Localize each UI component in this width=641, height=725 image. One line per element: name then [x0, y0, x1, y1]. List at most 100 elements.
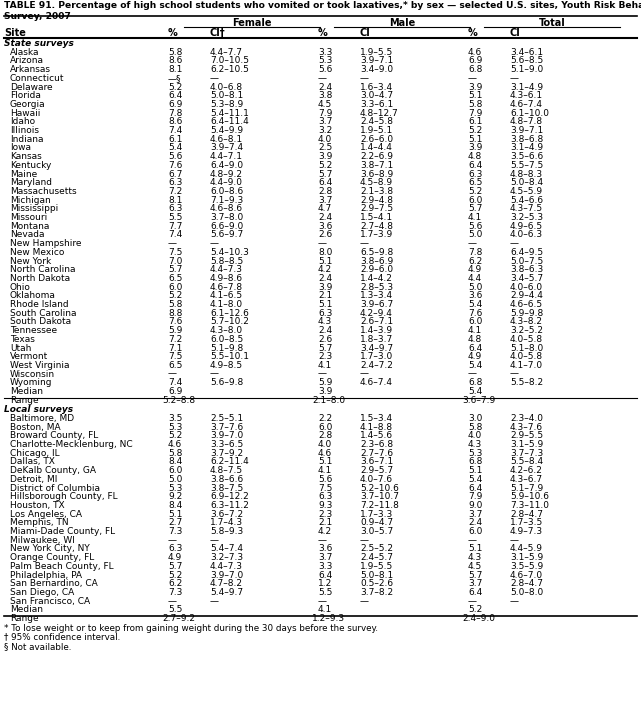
Text: 5.5: 5.5: [318, 588, 333, 597]
Text: 5.2: 5.2: [168, 571, 182, 579]
Text: Maine: Maine: [10, 170, 37, 178]
Text: 6.1–12.6: 6.1–12.6: [210, 309, 249, 318]
Text: South Carolina: South Carolina: [10, 309, 76, 318]
Text: Female: Female: [232, 18, 272, 28]
Text: 4.3–7.6: 4.3–7.6: [510, 423, 543, 431]
Text: —: —: [360, 370, 369, 378]
Text: —: —: [210, 74, 219, 83]
Text: 4.8–12.7: 4.8–12.7: [360, 109, 399, 117]
Text: Ohio: Ohio: [10, 283, 31, 291]
Text: 7.2–11.8: 7.2–11.8: [360, 501, 399, 510]
Text: 4.9–6.5: 4.9–6.5: [510, 222, 543, 231]
Text: —: —: [360, 239, 369, 248]
Text: 3.0–5.7: 3.0–5.7: [360, 527, 393, 536]
Text: 2.8: 2.8: [318, 431, 332, 440]
Text: —: —: [510, 370, 519, 378]
Text: 5.2–8.8: 5.2–8.8: [162, 396, 195, 405]
Text: Nevada: Nevada: [10, 231, 44, 239]
Text: 2.1: 2.1: [318, 291, 332, 300]
Text: 5.4: 5.4: [468, 361, 482, 370]
Text: 4.8–8.3: 4.8–8.3: [510, 170, 543, 178]
Text: 1.7–3.3: 1.7–3.3: [360, 510, 393, 518]
Text: 6.8: 6.8: [468, 65, 483, 74]
Text: State surveys: State surveys: [4, 39, 74, 48]
Text: 3.3–6.5: 3.3–6.5: [210, 440, 243, 449]
Text: 4.4–7.3: 4.4–7.3: [210, 562, 243, 571]
Text: 2.3–6.8: 2.3–6.8: [360, 440, 393, 449]
Text: DeKalb County, GA: DeKalb County, GA: [10, 466, 96, 475]
Text: 7.4: 7.4: [168, 378, 182, 387]
Text: —: —: [318, 536, 327, 544]
Text: 4.6–6.5: 4.6–6.5: [510, 300, 543, 309]
Text: 6.4: 6.4: [318, 571, 332, 579]
Text: 7.0: 7.0: [168, 257, 183, 265]
Text: 3.6: 3.6: [318, 222, 333, 231]
Text: 7.2: 7.2: [168, 187, 182, 196]
Text: —: —: [168, 597, 177, 605]
Text: 3.8–7.5: 3.8–7.5: [210, 484, 243, 492]
Text: Memphis, TN: Memphis, TN: [10, 518, 69, 527]
Text: Tennessee: Tennessee: [10, 326, 57, 335]
Text: 4.4–9.0: 4.4–9.0: [210, 178, 243, 187]
Text: 6.2–10.5: 6.2–10.5: [210, 65, 249, 74]
Text: 4.1–8.0: 4.1–8.0: [210, 300, 243, 309]
Text: Connecticut: Connecticut: [10, 74, 65, 83]
Text: 2.4: 2.4: [318, 326, 332, 335]
Text: 4.0–5.8: 4.0–5.8: [510, 335, 543, 344]
Text: %: %: [468, 28, 478, 38]
Text: 3.9: 3.9: [318, 283, 333, 291]
Text: 4.9–7.3: 4.9–7.3: [510, 527, 543, 536]
Text: 1.4–3.9: 1.4–3.9: [360, 326, 393, 335]
Text: 6.6–9.0: 6.6–9.0: [210, 222, 243, 231]
Text: Houston, TX: Houston, TX: [10, 501, 65, 510]
Text: 5.1–7.9: 5.1–7.9: [510, 484, 544, 492]
Text: 5.2: 5.2: [168, 83, 182, 91]
Text: Local surveys: Local surveys: [4, 405, 73, 414]
Text: 4.9: 4.9: [468, 265, 482, 274]
Text: 1.4–4.2: 1.4–4.2: [360, 274, 393, 283]
Text: Baltimore, MD: Baltimore, MD: [10, 414, 74, 423]
Text: 4.1: 4.1: [318, 605, 332, 614]
Text: 3.2–5.3: 3.2–5.3: [510, 213, 543, 222]
Text: 8.1: 8.1: [168, 196, 183, 204]
Text: 7.1–9.3: 7.1–9.3: [210, 196, 243, 204]
Text: 7.5: 7.5: [168, 352, 183, 361]
Text: 5.8: 5.8: [168, 300, 183, 309]
Text: 7.8: 7.8: [468, 248, 483, 257]
Text: 2.6: 2.6: [318, 231, 332, 239]
Text: 5.8–9.3: 5.8–9.3: [210, 527, 243, 536]
Text: North Dakota: North Dakota: [10, 274, 70, 283]
Text: 4.0: 4.0: [318, 135, 332, 144]
Text: 8.8: 8.8: [168, 309, 183, 318]
Text: Florida: Florida: [10, 91, 41, 100]
Text: 6.4–9.5: 6.4–9.5: [510, 248, 543, 257]
Text: 3.7–7.6: 3.7–7.6: [210, 423, 243, 431]
Text: 8.4: 8.4: [168, 501, 182, 510]
Text: District of Columbia: District of Columbia: [10, 484, 100, 492]
Text: 5.6: 5.6: [318, 475, 333, 484]
Text: 6.9: 6.9: [168, 100, 183, 109]
Text: Georgia: Georgia: [10, 100, 46, 109]
Text: 7.7: 7.7: [168, 222, 183, 231]
Text: 2.9–5.5: 2.9–5.5: [510, 431, 543, 440]
Text: —: —: [168, 370, 177, 378]
Text: 1.2: 1.2: [318, 579, 332, 588]
Text: 6.4: 6.4: [468, 344, 482, 352]
Text: 5.3: 5.3: [168, 484, 183, 492]
Text: 4.9–8.6: 4.9–8.6: [210, 274, 243, 283]
Text: 6.3: 6.3: [168, 204, 183, 213]
Text: 3.9–7.1: 3.9–7.1: [510, 126, 544, 135]
Text: 6.4–9.0: 6.4–9.0: [210, 161, 243, 170]
Text: 3.4–9.0: 3.4–9.0: [360, 65, 393, 74]
Text: 3.6–7.1: 3.6–7.1: [360, 457, 393, 466]
Text: 5.6: 5.6: [168, 152, 183, 161]
Text: 4.6–7.4: 4.6–7.4: [360, 378, 393, 387]
Text: 3.9–7.1: 3.9–7.1: [360, 57, 393, 65]
Text: Wisconsin: Wisconsin: [10, 370, 55, 378]
Text: New York: New York: [10, 257, 51, 265]
Text: 3.8–6.9: 3.8–6.9: [360, 257, 393, 265]
Text: 1.5–4.1: 1.5–4.1: [360, 213, 393, 222]
Text: 3.4–5.7: 3.4–5.7: [510, 274, 543, 283]
Text: 7.8: 7.8: [168, 109, 183, 117]
Text: 5.0: 5.0: [468, 231, 483, 239]
